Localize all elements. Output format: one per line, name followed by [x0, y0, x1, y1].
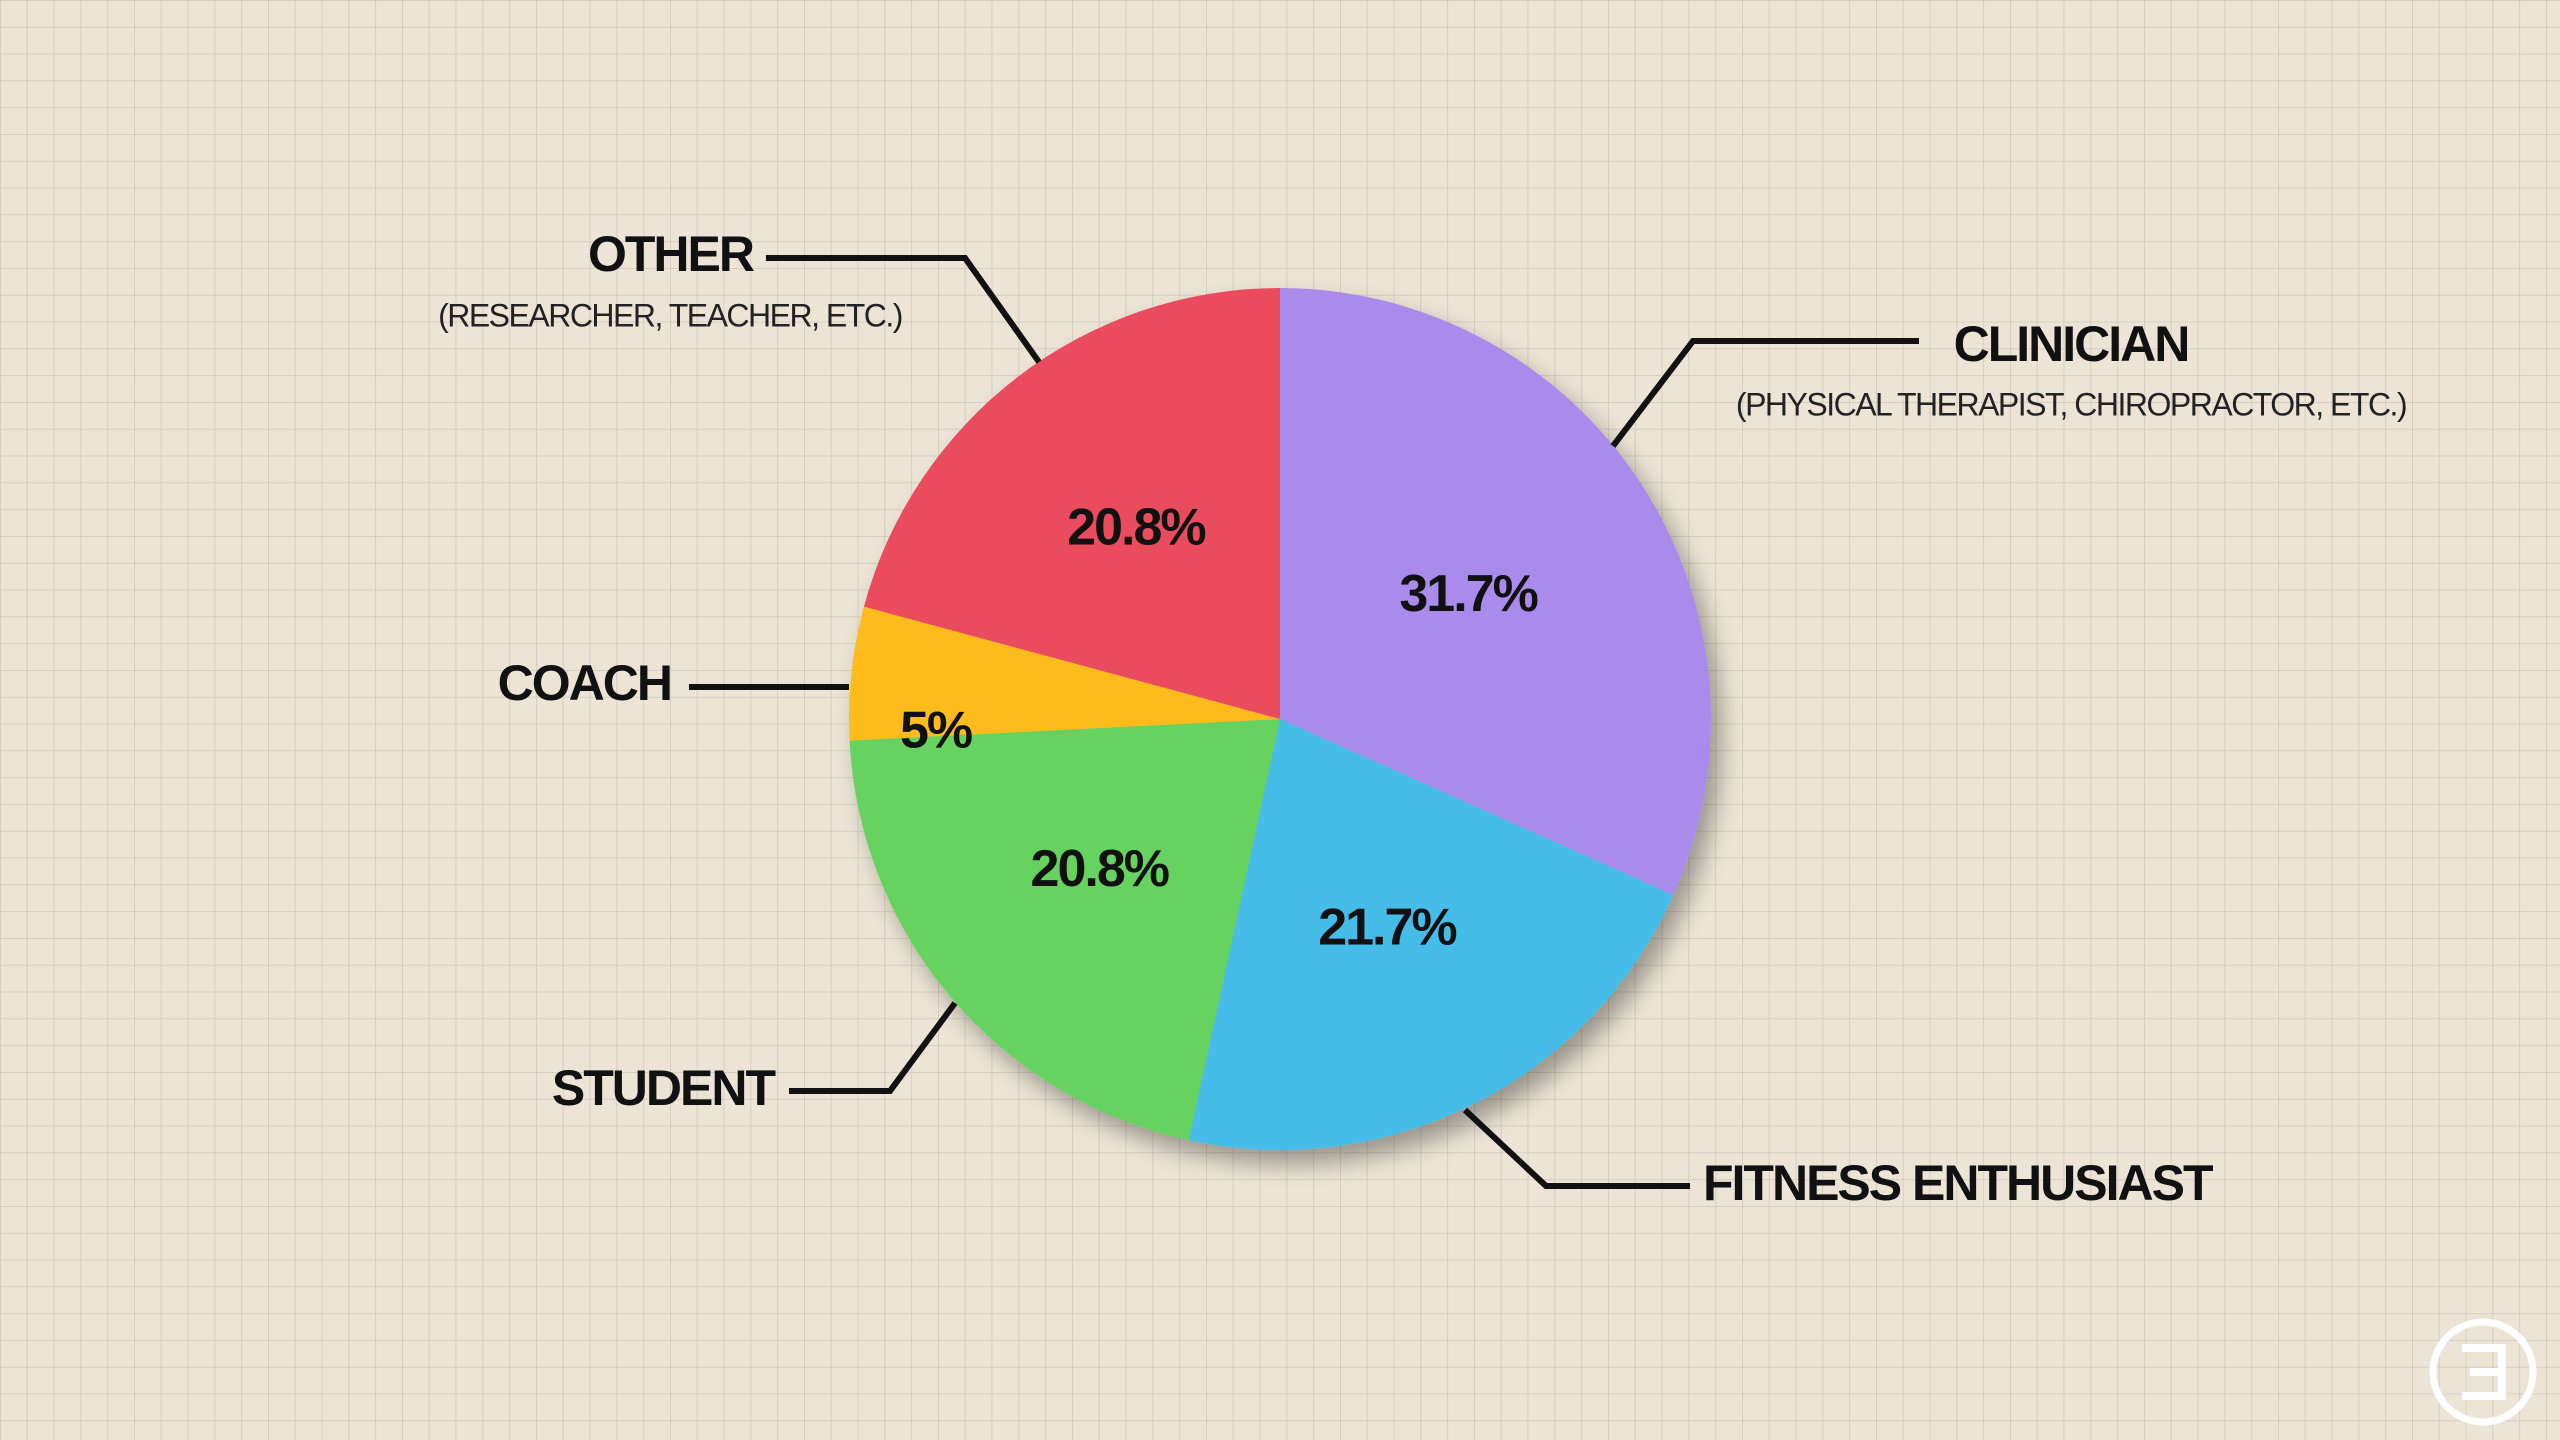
category-label: COACH — [498, 655, 671, 711]
value-label: 20.8% — [1031, 840, 1169, 898]
category-sublabel: (RESEARCHER, TEACHER, ETC.) — [438, 297, 902, 333]
pie-slice — [1280, 288, 1711, 896]
leader-line — [1462, 1107, 1690, 1189]
category-label: STUDENT — [552, 1060, 776, 1116]
pie-slice — [849, 606, 1280, 741]
value-label: 5% — [900, 702, 972, 760]
pie-slice — [849, 719, 1280, 1141]
pie — [849, 287, 1711, 1150]
pie-slice — [863, 287, 1280, 719]
leader-line — [789, 1001, 958, 1094]
logo — [2429, 1318, 2537, 1426]
leader-line — [1610, 338, 1919, 448]
pie-slice — [1188, 719, 1674, 1150]
leader-line — [766, 255, 1042, 364]
labels: 31.7% CLINICIAN (PHYSICAL THERAPIST, CHIRO… — [438, 226, 2408, 1211]
category-label: CLINICIAN — [1954, 316, 2189, 372]
value-label: 21.7% — [1318, 898, 1456, 956]
value-label: 20.8% — [1067, 499, 1205, 557]
category-sublabel: (PHYSICAL THERAPIST, CHIROPRACTOR, ETC.) — [1736, 386, 2406, 422]
value-label: 31.7% — [1399, 565, 1537, 623]
category-label: FITNESS ENTHUSIAST — [1703, 1155, 2213, 1211]
category-label: OTHER — [588, 226, 755, 282]
